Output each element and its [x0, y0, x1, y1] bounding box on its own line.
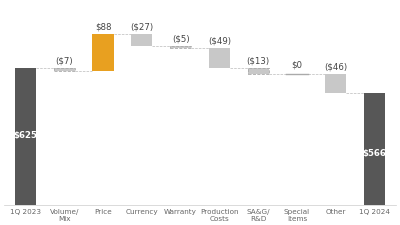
- Text: $625: $625: [14, 130, 38, 139]
- Text: ($13): ($13): [247, 56, 270, 65]
- Bar: [131, 35, 152, 46]
- Text: ($7): ($7): [56, 56, 73, 65]
- Text: ($27): ($27): [130, 22, 153, 32]
- Text: ($49): ($49): [208, 36, 231, 45]
- Bar: [209, 49, 230, 69]
- Bar: [54, 69, 75, 72]
- Bar: [54, 69, 75, 72]
- Bar: [325, 74, 346, 94]
- Text: $88: $88: [95, 22, 111, 32]
- Bar: [15, 69, 36, 225]
- Text: $566: $566: [362, 148, 386, 157]
- Bar: [248, 69, 269, 74]
- Bar: [364, 94, 385, 225]
- Text: ($5): ($5): [172, 34, 190, 43]
- Bar: [170, 46, 191, 49]
- Bar: [248, 69, 269, 74]
- Text: ($46): ($46): [324, 62, 347, 71]
- Text: $0: $0: [292, 60, 302, 69]
- Bar: [170, 46, 191, 49]
- Bar: [92, 35, 114, 72]
